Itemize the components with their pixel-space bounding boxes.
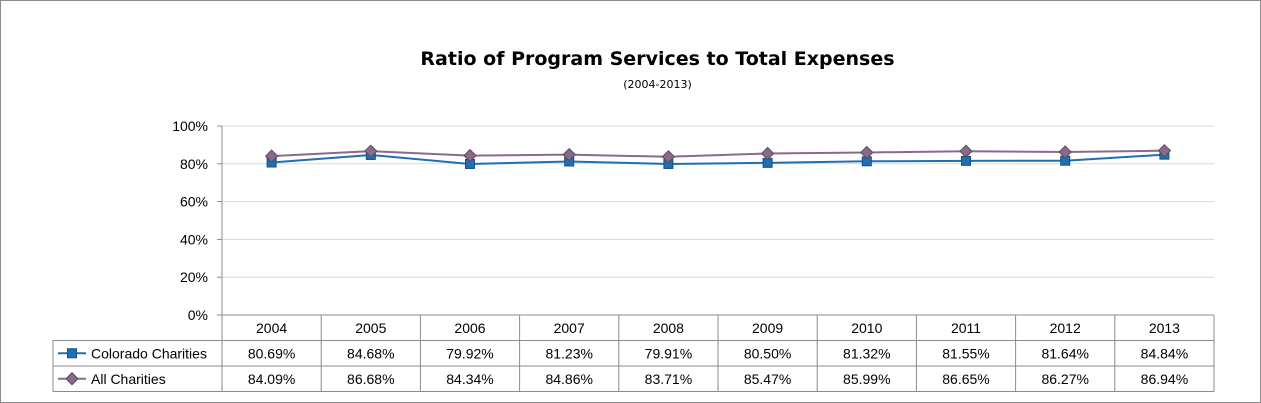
- data-point: [661, 150, 676, 164]
- data-label: 84.34%: [446, 371, 493, 387]
- chart-subtitle: (2004-2013): [623, 78, 692, 91]
- data-label: 85.47%: [744, 371, 791, 387]
- data-label: 81.32%: [843, 345, 890, 361]
- data-label: 86.68%: [347, 371, 394, 387]
- series-line: [271, 149, 1165, 158]
- data-point: [264, 149, 279, 163]
- data-label: 79.92%: [446, 345, 493, 361]
- y-tick-label: 60%: [180, 194, 208, 210]
- x-tick-label: 2008: [653, 320, 684, 336]
- data-point: [760, 146, 775, 161]
- data-label: 84.84%: [1141, 345, 1188, 361]
- legend-key-marker: [67, 348, 77, 359]
- series-line: [271, 153, 1165, 165]
- y-tick-label: 40%: [180, 231, 208, 247]
- x-tick-label: 2005: [355, 320, 386, 336]
- data-label: 81.55%: [942, 345, 989, 361]
- data-point: [1058, 145, 1072, 159]
- y-tick-label: 100%: [172, 118, 208, 134]
- data-label: 84.86%: [545, 371, 592, 387]
- legend-label: Colorado Charities: [91, 345, 207, 361]
- data-point: [463, 148, 477, 163]
- data-point: [562, 147, 576, 162]
- data-label: 81.23%: [545, 345, 592, 361]
- data-point: [959, 144, 973, 158]
- data-label: 83.71%: [645, 371, 692, 387]
- data-label: 80.50%: [744, 345, 791, 361]
- y-tick-label: 20%: [180, 269, 208, 285]
- x-tick-label: 2006: [454, 320, 485, 336]
- x-tick-label: 2007: [554, 320, 585, 336]
- chart-title: Ratio of Program Services to Total Expen…: [420, 48, 895, 70]
- y-tick-label: 0%: [188, 307, 208, 323]
- x-tick-label: 2009: [752, 320, 783, 336]
- data-label: 86.94%: [1141, 371, 1188, 387]
- x-tick-label: 2004: [256, 320, 287, 336]
- data-label: 79.91%: [645, 345, 692, 361]
- legend-label: All Charities: [91, 371, 166, 387]
- data-label: 84.09%: [248, 371, 295, 387]
- data-label: 81.64%: [1041, 345, 1088, 361]
- x-tick-label: 2013: [1149, 320, 1180, 336]
- data-point: [860, 145, 874, 160]
- data-label: 86.27%: [1041, 371, 1088, 387]
- legend-key-marker: [65, 372, 79, 386]
- x-tick-label: 2011: [951, 320, 981, 336]
- x-tick-label: 2012: [1050, 320, 1081, 336]
- data-point: [1157, 143, 1172, 158]
- y-tick-label: 80%: [180, 156, 208, 172]
- data-label: 84.68%: [347, 345, 394, 361]
- data-label: 86.65%: [942, 371, 989, 387]
- x-tick-label: 2010: [851, 320, 882, 336]
- data-label: 80.69%: [248, 345, 295, 361]
- data-label: 85.99%: [843, 371, 890, 387]
- data-point: [364, 144, 378, 158]
